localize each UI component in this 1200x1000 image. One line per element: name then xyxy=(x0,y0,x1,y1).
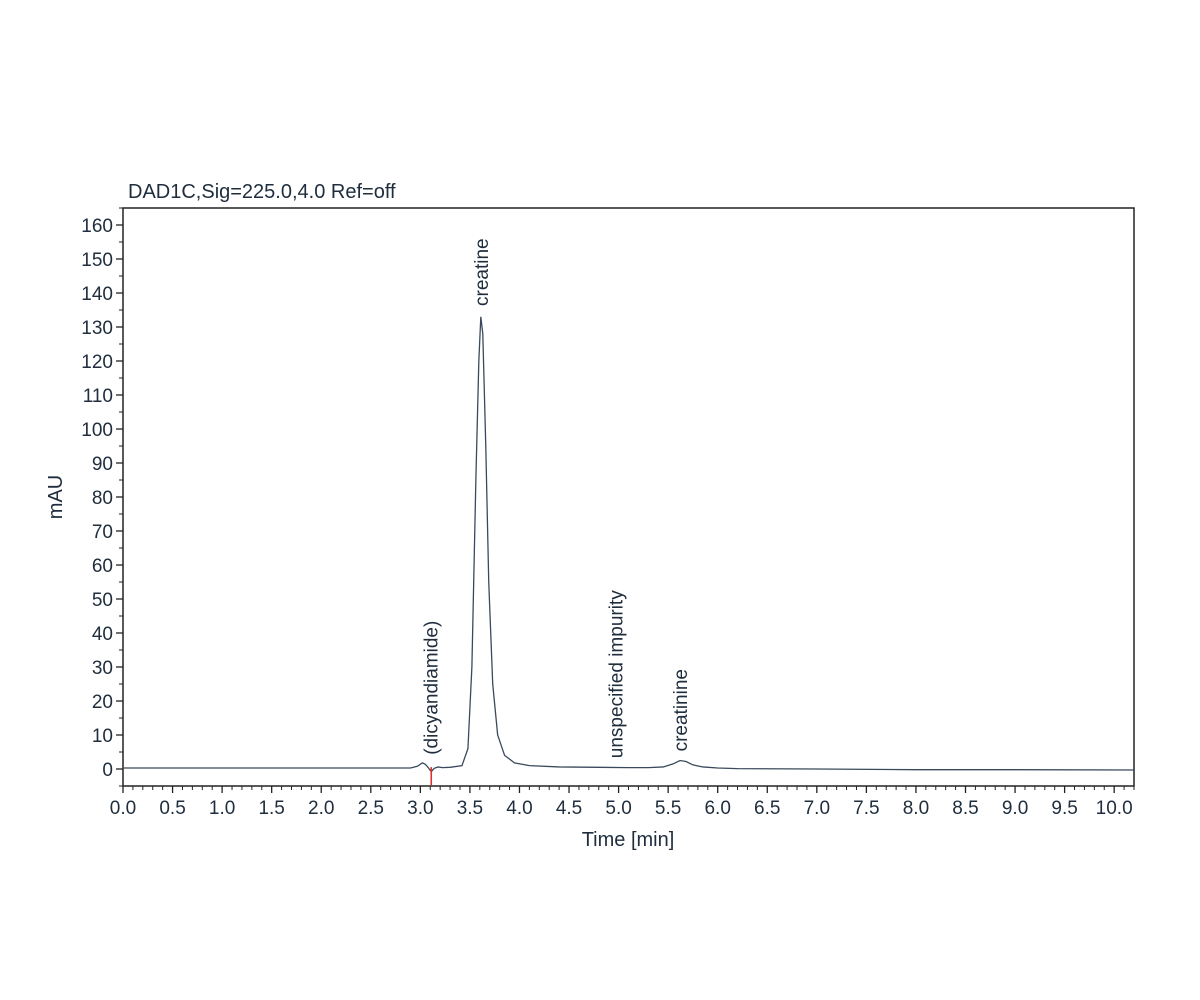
x-tick-label: 1.0 xyxy=(209,798,235,819)
y-tick-label: 120 xyxy=(81,352,113,373)
y-tick-label: 30 xyxy=(92,658,113,679)
y-tick-label: 130 xyxy=(81,318,113,339)
x-axis: 0.0 0.5 1.0 1.5 2.0 2.5 3.0 3.5 4.0 4.5 5.0 5.5 6.0 6… xyxy=(110,786,1135,819)
x-tick-label: 7.5 xyxy=(853,798,879,819)
y-tick-label: 20 xyxy=(92,692,113,713)
x-tick-label: 2.0 xyxy=(308,798,334,819)
peak-label: unspecified impurity xyxy=(607,590,628,758)
y-tick-label: 110 xyxy=(83,386,113,407)
x-tick-label: 6.5 xyxy=(754,798,780,819)
y-tick-label: 10 xyxy=(92,726,113,747)
x-tick-label: 0.0 xyxy=(110,798,136,819)
chart-title: DAD1C,Sig=225.0,4.0 Ref=off xyxy=(128,181,396,203)
x-tick-label: 7.0 xyxy=(804,798,830,819)
x-tick-label: 9.0 xyxy=(1002,798,1028,819)
peak-label: creatinine xyxy=(671,669,692,751)
x-axis-label: Time [min] xyxy=(582,829,675,851)
x-tick-label: 1.5 xyxy=(258,798,284,819)
x-tick-label: 9.5 xyxy=(1051,798,1077,819)
x-tick-label: 3.0 xyxy=(407,798,433,819)
y-tick-label: 90 xyxy=(92,454,113,475)
x-tick-label: 4.5 xyxy=(556,798,582,819)
x-tick-label: 8.0 xyxy=(903,798,929,819)
peak-label: (dicyandiamide) xyxy=(421,621,442,755)
y-tick-label: 100 xyxy=(81,420,113,441)
x-tick-label: 5.0 xyxy=(605,798,631,819)
x-tick-label: 5.5 xyxy=(655,798,681,819)
x-tick-label: 3.5 xyxy=(457,798,483,819)
y-tick-label: 60 xyxy=(92,556,113,577)
y-tick-label: 50 xyxy=(92,590,113,611)
peak-label: creatine xyxy=(472,238,493,306)
x-tick-label: 10.0 xyxy=(1096,798,1133,819)
y-tick-label: 40 xyxy=(92,624,113,645)
x-tick-label: 2.5 xyxy=(358,798,384,819)
x-tick-label: 4.0 xyxy=(506,798,532,819)
y-tick-label: 140 xyxy=(81,284,113,305)
x-tick-label: 0.5 xyxy=(159,798,185,819)
y-tick-label: 70 xyxy=(92,522,113,543)
y-tick-label: 160 xyxy=(81,216,113,237)
plot-frame xyxy=(122,207,1135,787)
y-tick-label: 0 xyxy=(102,760,113,781)
peak-labels: (dicyandiamide) creatine unspecified impur… xyxy=(421,238,692,758)
y-tick-label: 150 xyxy=(81,250,113,271)
chromatogram-trace xyxy=(123,316,1135,773)
y-axis-label: mAU xyxy=(45,475,67,519)
y-tick-label: 80 xyxy=(92,488,113,509)
x-tick-label: 8.5 xyxy=(952,798,978,819)
x-tick-label: 6.0 xyxy=(704,798,730,819)
y-axis: 0 10 20 30 40 50 60 70 80 90 100 110 120 130 140 150 160 xyxy=(81,207,123,787)
